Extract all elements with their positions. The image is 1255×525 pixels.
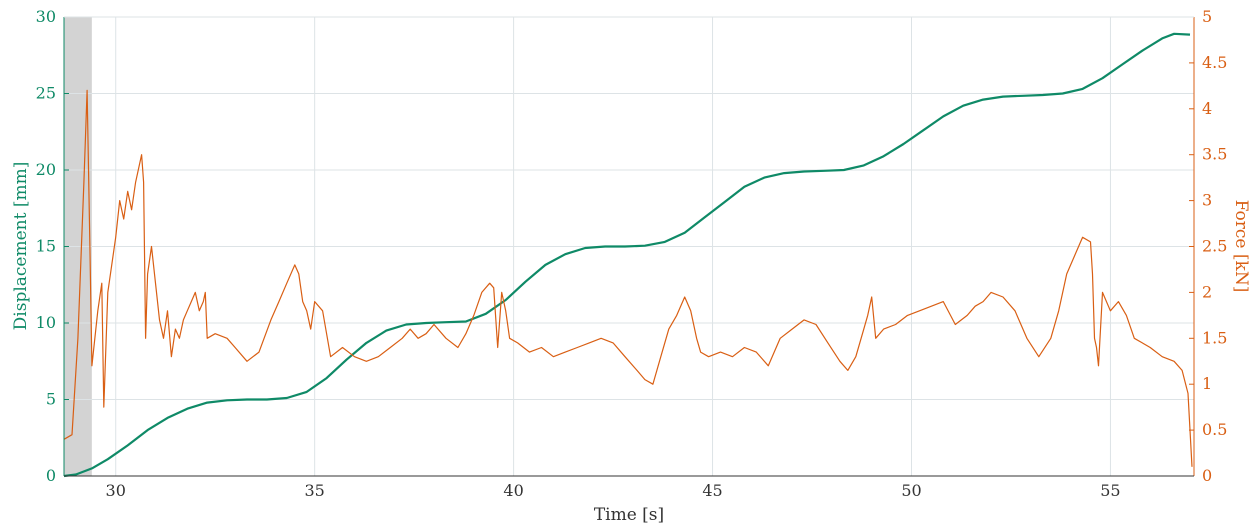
right-y-tick-label: 2: [1202, 282, 1212, 301]
x-tick-label: 50: [901, 481, 921, 500]
left-y-tick-label: 20: [36, 160, 56, 179]
force-series-line: [63, 89, 1193, 467]
right-y-tick-label: 0: [1202, 466, 1212, 485]
x-tick-label: 30: [106, 481, 126, 500]
axes-layer: 30 35 40 45 50 5505101520253000.511.522.533.5…: [36, 7, 1228, 500]
right-y-tick-label: 4: [1202, 99, 1212, 118]
left-y-tick-label: 5: [46, 390, 56, 409]
x-axis-title: Time [s]: [594, 505, 664, 525]
left-y-tick-label: 0: [46, 466, 56, 485]
right-y-tick-label: 5: [1202, 7, 1212, 26]
x-tick-label: 40: [503, 481, 523, 500]
right-y-tick-label: 2.5: [1202, 237, 1227, 256]
left-y-tick-label: 10: [36, 313, 56, 332]
right-y-axis-title: Force [kN]: [1231, 200, 1251, 293]
left-y-tick-label: 15: [36, 237, 56, 256]
right-y-tick-label: 4.5: [1202, 53, 1227, 72]
left-y-tick-label: 25: [36, 84, 56, 103]
series-layer: [63, 32, 1193, 478]
left-y-axis-title: Displacement [mm]: [11, 162, 31, 331]
right-y-tick-label: 3.5: [1202, 145, 1227, 164]
right-y-tick-label: 3: [1202, 191, 1212, 210]
right-y-tick-label: 1: [1202, 374, 1212, 393]
x-tick-label: 45: [702, 481, 722, 500]
x-tick-label: 35: [304, 481, 324, 500]
right-y-tick-label: 1.5: [1202, 328, 1227, 347]
x-tick-label: 55: [1100, 481, 1120, 500]
left-y-tick-label: 30: [36, 7, 56, 26]
displacement-series-line: [63, 32, 1191, 478]
right-y-tick-label: 0.5: [1202, 420, 1227, 439]
